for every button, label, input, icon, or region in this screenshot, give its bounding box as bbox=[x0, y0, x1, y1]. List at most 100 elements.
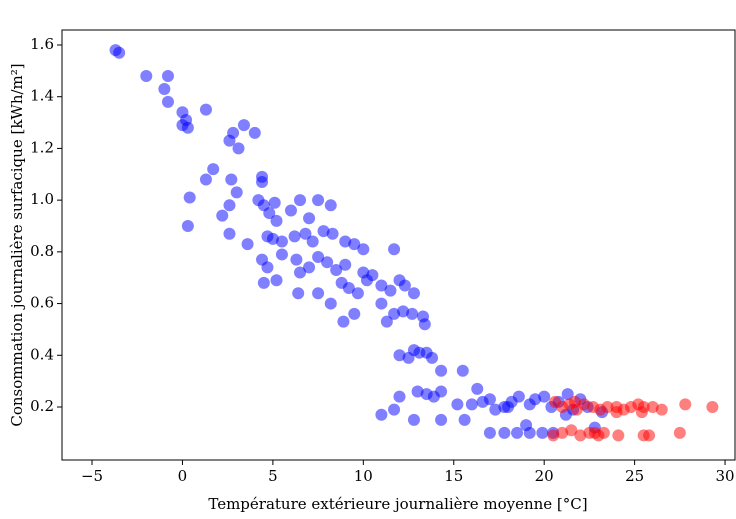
point bbox=[568, 395, 581, 408]
point bbox=[312, 251, 325, 264]
y-tick-label: 0.4 bbox=[30, 345, 54, 363]
point bbox=[326, 227, 339, 240]
point bbox=[351, 287, 364, 300]
y-tick-label: 1.0 bbox=[30, 190, 54, 208]
point bbox=[266, 232, 279, 245]
point bbox=[577, 398, 590, 411]
point bbox=[597, 426, 610, 439]
point bbox=[339, 258, 352, 271]
point bbox=[612, 429, 625, 442]
point bbox=[483, 426, 496, 439]
point bbox=[140, 70, 153, 83]
point bbox=[536, 426, 549, 439]
point bbox=[303, 261, 316, 274]
point bbox=[426, 351, 439, 364]
point bbox=[451, 398, 464, 411]
point bbox=[561, 388, 574, 401]
point bbox=[257, 276, 270, 289]
point bbox=[230, 186, 243, 199]
point bbox=[673, 426, 686, 439]
point bbox=[483, 393, 496, 406]
point bbox=[321, 256, 334, 269]
point bbox=[161, 95, 174, 108]
x-tick-label: 5 bbox=[268, 467, 278, 485]
point bbox=[435, 413, 448, 426]
y-tick-label: 1.4 bbox=[30, 87, 54, 105]
point bbox=[418, 318, 431, 331]
point bbox=[512, 390, 525, 403]
point bbox=[706, 400, 719, 413]
x-axis-label: Température extérieure journalière moyen… bbox=[208, 495, 587, 513]
point bbox=[223, 199, 236, 212]
point bbox=[574, 429, 587, 442]
point bbox=[324, 199, 337, 212]
plot-frame bbox=[61, 29, 736, 461]
point bbox=[270, 214, 283, 227]
point bbox=[225, 173, 238, 186]
point bbox=[502, 400, 515, 413]
point bbox=[520, 419, 533, 432]
x-tick-label: 25 bbox=[625, 467, 644, 485]
point bbox=[538, 390, 551, 403]
point bbox=[342, 282, 355, 295]
point bbox=[679, 398, 692, 411]
point bbox=[216, 209, 229, 222]
point bbox=[312, 194, 325, 207]
point bbox=[339, 235, 352, 248]
point bbox=[655, 403, 668, 416]
point bbox=[294, 194, 307, 207]
point bbox=[348, 307, 361, 320]
point bbox=[601, 400, 614, 413]
point bbox=[398, 279, 411, 292]
point bbox=[348, 238, 361, 251]
point bbox=[588, 426, 601, 439]
y-tick-label: 0.6 bbox=[30, 294, 54, 312]
point bbox=[207, 163, 220, 176]
point bbox=[263, 207, 276, 220]
x-tick-label: −5 bbox=[81, 467, 103, 485]
point bbox=[288, 230, 301, 243]
point bbox=[241, 238, 254, 251]
point bbox=[294, 266, 307, 279]
x-tick-label: 20 bbox=[535, 467, 554, 485]
point bbox=[407, 413, 420, 426]
point bbox=[268, 196, 281, 209]
point bbox=[407, 287, 420, 300]
point bbox=[261, 261, 274, 274]
point bbox=[565, 424, 578, 437]
x-tick-label: 30 bbox=[716, 467, 735, 485]
point bbox=[324, 297, 337, 310]
point bbox=[529, 393, 542, 406]
y-tick-label: 0.8 bbox=[30, 242, 54, 260]
point bbox=[292, 287, 305, 300]
point bbox=[511, 426, 524, 439]
point bbox=[646, 400, 659, 413]
point bbox=[337, 315, 350, 328]
y-tick-label: 0.2 bbox=[30, 397, 54, 415]
point bbox=[411, 385, 424, 398]
y-tick-label: 1.2 bbox=[30, 138, 54, 156]
point bbox=[270, 274, 283, 287]
point bbox=[183, 191, 196, 204]
point bbox=[256, 176, 269, 189]
point bbox=[275, 248, 288, 261]
point bbox=[435, 385, 448, 398]
point bbox=[375, 279, 388, 292]
point bbox=[465, 398, 478, 411]
point bbox=[388, 403, 401, 416]
point bbox=[181, 121, 194, 134]
point bbox=[161, 70, 174, 83]
point bbox=[223, 227, 236, 240]
point bbox=[393, 390, 406, 403]
point bbox=[199, 173, 212, 186]
point bbox=[388, 307, 401, 320]
point bbox=[303, 212, 316, 225]
point bbox=[375, 408, 388, 421]
point bbox=[275, 235, 288, 248]
point bbox=[113, 46, 126, 59]
point bbox=[456, 364, 469, 377]
point bbox=[388, 243, 401, 256]
point bbox=[498, 426, 511, 439]
point bbox=[312, 287, 325, 300]
